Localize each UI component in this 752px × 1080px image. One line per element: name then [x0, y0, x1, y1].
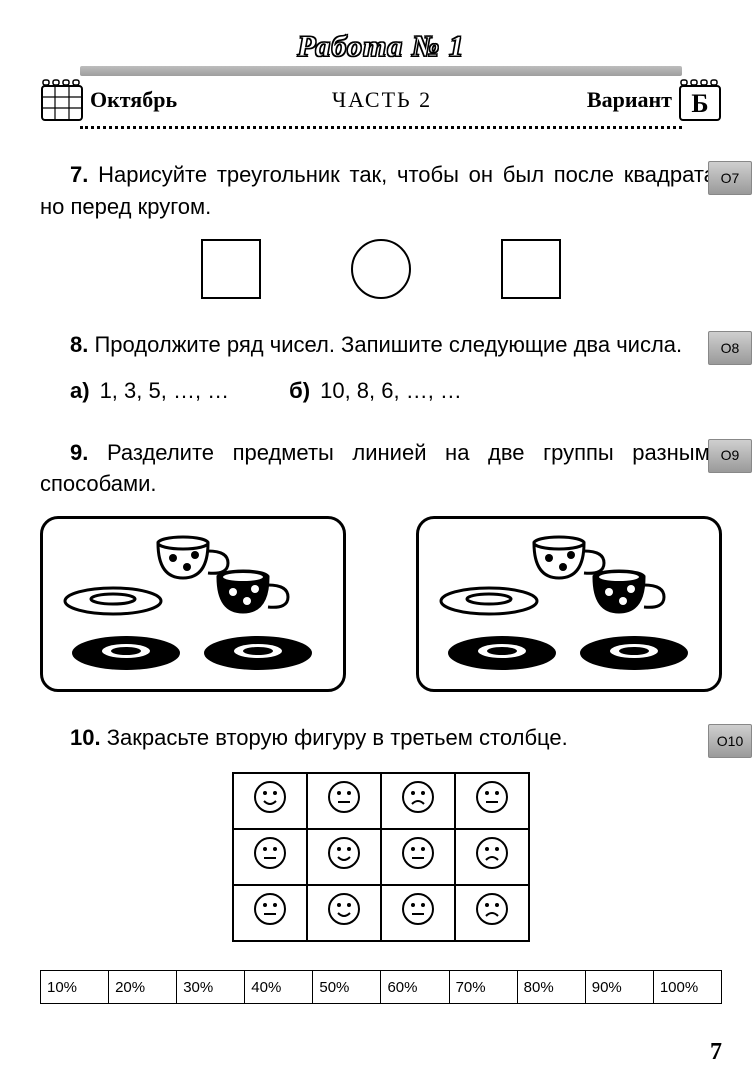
smiley-cell [233, 885, 307, 941]
sequences-row: а) 1, 3, 5, …, … б) 10, 8, 6, …, … [40, 375, 722, 407]
percent-cell: 70% [449, 971, 517, 1004]
shapes-row [40, 239, 722, 299]
task-10: О10 10. Закрасьте вторую фигуру в третье… [40, 722, 722, 942]
percent-cell: 20% [109, 971, 177, 1004]
square-shape [501, 239, 561, 299]
smiley-cell [381, 885, 455, 941]
dishes-panels [40, 516, 722, 692]
smiley-cell [307, 773, 381, 829]
smiley-cell [455, 885, 529, 941]
percent-cell: 60% [381, 971, 449, 1004]
smiley-cell [455, 829, 529, 885]
seq-a: а) 1, 3, 5, …, … [70, 375, 229, 407]
task7-text: Нарисуйте треугольник так, чтобы он был … [40, 162, 722, 219]
seq-b: б) 10, 8, 6, …, … [289, 375, 462, 407]
percent-cell: 80% [517, 971, 585, 1004]
percent-cell: 30% [177, 971, 245, 1004]
task10-text: Закрасьте вторую фигуру в третьем столбц… [107, 725, 568, 750]
header-dots [80, 126, 682, 129]
seq-b-label: б) [289, 378, 310, 403]
task8-num: 8. [70, 332, 88, 357]
page: Работа № 1 Октябрь ЧАСТЬ 2 Вариант [0, 0, 752, 1080]
work-title: Работа № 1 [40, 30, 722, 64]
task-9: О9 9. Разделите предметы линией на две г… [40, 437, 722, 693]
page-number: 7 [710, 1039, 722, 1066]
smiley-cell [455, 773, 529, 829]
square-shape [201, 239, 261, 299]
dishes-panel-right [416, 516, 722, 692]
dishes-panel-left [40, 516, 346, 692]
smiley-cell [307, 885, 381, 941]
badge-o8: О8 [708, 331, 752, 365]
task-8: О8 8. Продолжите ряд чисел. Запишите сле… [40, 329, 722, 407]
percent-cell: 100% [653, 971, 721, 1004]
variant-letter: Б [691, 89, 708, 118]
seq-a-label: а) [70, 378, 90, 403]
percent-table: 10%20%30%40%50%60%70%80%90%100% [40, 970, 722, 1004]
header-bar [80, 66, 682, 76]
task-7: О7 7. Нарисуйте треугольник так, чтобы о… [40, 159, 722, 299]
smiley-cell [233, 829, 307, 885]
month-label: Октябрь [90, 87, 177, 113]
percent-cell: 40% [245, 971, 313, 1004]
seq-a-values: 1, 3, 5, …, … [100, 378, 230, 403]
badge-o10: О10 [708, 724, 752, 758]
task9-text: Разделите предметы линией на две группы … [40, 440, 722, 497]
percent-cell: 90% [585, 971, 653, 1004]
smiley-cell [381, 773, 455, 829]
percent-row: 10%20%30%40%50%60%70%80%90%100% [41, 971, 722, 1004]
task9-num: 9. [70, 440, 88, 465]
seq-b-values: 10, 8, 6, …, … [320, 378, 462, 403]
calendar-grid-icon [40, 78, 84, 122]
task8-text: Продолжите ряд чисел. Запишите следующие… [94, 332, 682, 357]
smiley-cell [233, 773, 307, 829]
part-label: ЧАСТЬ 2 [177, 87, 587, 113]
task10-num: 10. [70, 725, 101, 750]
calendar-letter-icon: Б [678, 78, 722, 122]
circle-shape [351, 239, 411, 299]
smiley-cell [381, 829, 455, 885]
badge-o7: О7 [708, 161, 752, 195]
task7-num: 7. [70, 162, 88, 187]
smiley-cell [307, 829, 381, 885]
smiley-grid [232, 772, 530, 942]
percent-cell: 10% [41, 971, 109, 1004]
badge-o9: О9 [708, 439, 752, 473]
percent-cell: 50% [313, 971, 381, 1004]
header-sub-row: Октябрь ЧАСТЬ 2 Вариант Б [40, 78, 722, 122]
header: Работа № 1 Октябрь ЧАСТЬ 2 Вариант [40, 30, 722, 129]
variant-label: Вариант [587, 87, 672, 113]
